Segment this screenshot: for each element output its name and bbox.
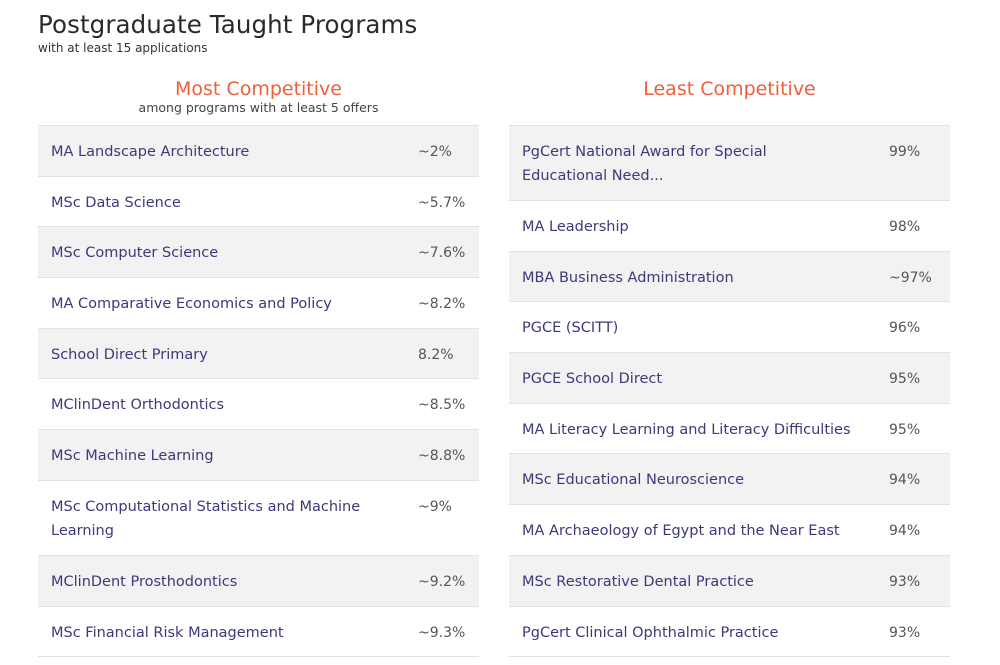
acceptance-rate: 94% [889,472,921,489]
table-row[interactable]: MSc Computational Statistics and Machine… [38,481,479,556]
table-row[interactable]: PgCert Clinical Ophthalmic Practice 93% [509,607,950,658]
table-row[interactable]: PgCert National Award for Special Educat… [509,126,950,201]
most-competitive-table: MA Landscape Architecture ~2% MSc Data S… [38,125,479,658]
table-row[interactable]: MSc Educational Neuroscience 94% [509,454,950,506]
program-name[interactable]: MSc Educational Neuroscience [522,472,745,489]
program-name[interactable]: PGCE (SCITT) [522,320,619,337]
program-name[interactable]: PgCert Clinical Ophthalmic Practice [522,624,779,641]
program-name[interactable]: PgCert National Award for Special Educat… [522,144,767,184]
least-competitive-table: PgCert National Award for Special Educat… [509,125,950,658]
acceptance-rate: ~8.8% [418,448,466,465]
program-name[interactable]: MA Archaeology of Egypt and the Near Eas… [522,523,840,540]
program-name[interactable]: MSc Restorative Dental Practice [522,573,754,590]
table-row[interactable]: MSc Restorative Dental Practice 93% [509,555,950,607]
acceptance-rate: ~8.2% [418,296,466,313]
table-row[interactable]: MA Comparative Economics and Policy ~8.2… [38,278,479,329]
least-competitive-title: Least Competitive [643,78,816,100]
page-subtitle: with at least 15 applications [38,41,208,55]
program-name[interactable]: MA Leadership [522,219,629,235]
acceptance-rate: 95% [889,371,921,388]
most-competitive-subtitle: among programs with at least 5 offers [138,100,379,115]
acceptance-rate: 96% [889,320,921,337]
program-name[interactable]: MSc Computational Statistics and Machine… [51,498,361,539]
acceptance-rate: 93% [889,624,921,641]
program-name[interactable]: MSc Computer Science [51,245,219,262]
program-name[interactable]: School Direct Primary [51,346,208,363]
acceptance-rate: ~8.5% [418,397,466,414]
acceptance-rate: 8.2% [418,346,454,363]
most-competitive-header: Most Competitive among programs with at … [38,78,479,125]
acceptance-rate: ~9.2% [418,573,466,590]
table-row[interactable]: MSc Financial Risk Management ~9.3% [38,607,479,658]
table-row[interactable]: MBA Business Administration ~97% [509,251,950,303]
program-name[interactable]: MClinDent Orthodontics [51,397,225,414]
acceptance-rate: ~97% [889,269,932,286]
page-title: Postgraduate Taught Programs [38,10,418,39]
program-name[interactable]: MSc Machine Learning [51,448,214,465]
program-name[interactable]: MSc Data Science [51,194,181,211]
acceptance-rate: 94% [889,523,921,540]
acceptance-rate: ~7.6% [418,245,466,262]
program-name[interactable]: MA Literacy Learning and Literacy Diffic… [522,421,851,438]
acceptance-rate: 98% [889,219,921,235]
table-row[interactable]: MSc Computer Science ~7.6% [38,227,479,279]
most-competitive-title: Most Competitive [175,78,342,100]
table-row[interactable]: MA Leadership 98% [509,201,950,252]
program-name[interactable]: MClinDent Prosthodontics [51,573,238,590]
acceptance-rate: 99% [889,144,921,160]
table-row[interactable]: MA Landscape Architecture ~2% [38,126,479,177]
least-competitive-header: Least Competitive [509,78,950,125]
table-row[interactable]: MSc Data Science ~5.7% [38,177,479,228]
acceptance-rate: 95% [889,421,921,438]
program-name[interactable]: MSc Financial Risk Management [51,624,284,641]
most-competitive-section: Most Competitive among programs with at … [38,78,479,658]
program-name[interactable]: MA Landscape Architecture [51,144,250,160]
table-row[interactable]: MA Literacy Learning and Literacy Diffic… [509,404,950,455]
table-row[interactable]: PGCE (SCITT) 96% [509,302,950,354]
least-competitive-section: Least Competitive PgCert National Award … [509,78,950,658]
program-name[interactable]: MBA Business Administration [522,269,734,286]
table-row[interactable]: MSc Machine Learning ~8.8% [38,430,479,481]
program-name[interactable]: PGCE School Direct [522,371,663,388]
acceptance-rate: ~2% [418,144,452,160]
acceptance-rate: ~9.3% [418,624,466,641]
table-row[interactable]: School Direct Primary 8.2% [38,328,479,380]
acceptance-rate: ~5.7% [418,194,466,211]
acceptance-rate: ~9% [418,498,452,515]
table-row[interactable]: MA Archaeology of Egypt and the Near Eas… [509,505,950,556]
table-row[interactable]: PGCE School Direct 95% [509,353,950,404]
table-row[interactable]: MClinDent Orthodontics ~8.5% [38,379,479,431]
table-row[interactable]: MClinDent Prosthodontics ~9.2% [38,555,479,607]
acceptance-rate: 93% [889,573,921,590]
program-name[interactable]: MA Comparative Economics and Policy [51,296,332,313]
